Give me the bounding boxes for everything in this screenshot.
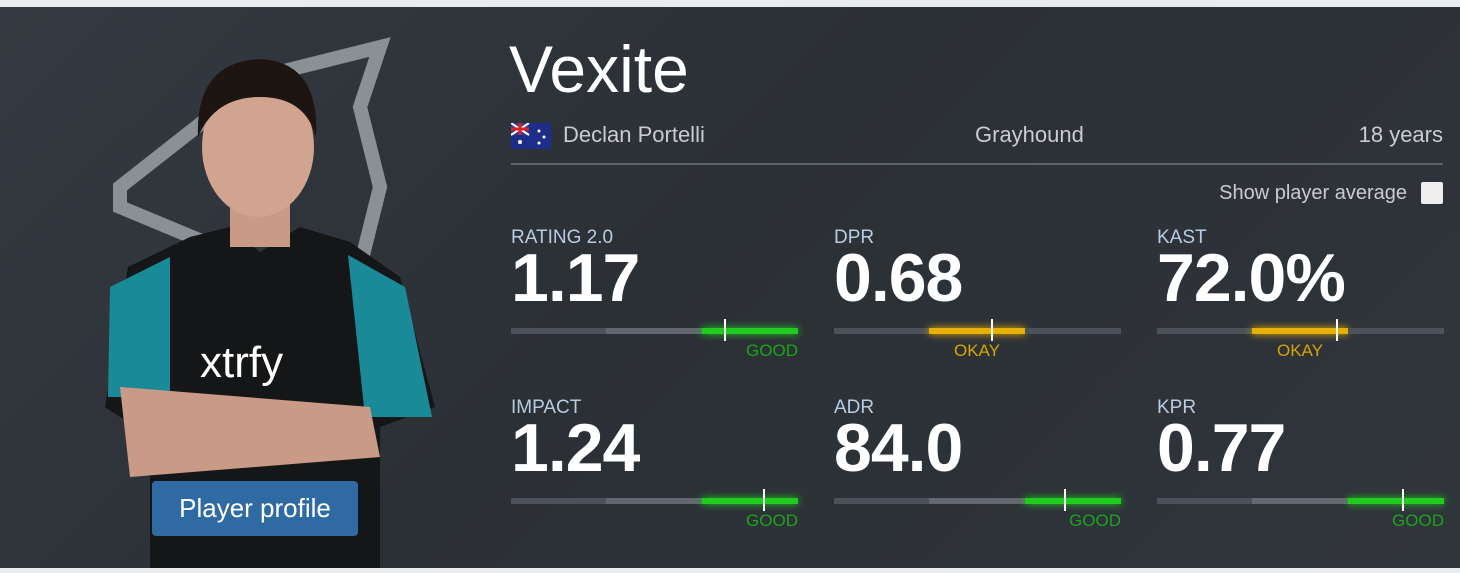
- stat-verdict: OKAY: [954, 341, 1000, 360]
- nickname: Vexite: [509, 32, 689, 106]
- stat-bar: [1157, 319, 1444, 341]
- player-panel: xtrfy Player profile Vexite Declan Porte…: [0, 7, 1460, 568]
- stat-label: DPR: [834, 227, 875, 248]
- sleeve: [348, 255, 432, 417]
- shirt-logo: xtrfy: [200, 338, 283, 387]
- stat: KAST 72.0% OKAY: [1157, 227, 1444, 377]
- stat-value: 1.24: [511, 410, 640, 486]
- stat: ADR 84.0 GOOD: [834, 397, 1121, 547]
- stat-bar: [511, 319, 798, 341]
- stat-verdict: GOOD: [1392, 511, 1444, 530]
- stat-bar: [834, 319, 1121, 341]
- separator: [511, 163, 1443, 165]
- flag: [511, 123, 551, 149]
- stat-value: 0.68: [834, 240, 963, 316]
- stat-label: ADR: [834, 397, 875, 418]
- stat: DPR 0.68 OKAY: [834, 227, 1121, 377]
- arms: [120, 387, 380, 477]
- face: [202, 77, 314, 217]
- stat-label: KAST: [1157, 227, 1207, 248]
- stat-value: 1.17: [511, 240, 640, 316]
- stat-label: IMPACT: [511, 397, 582, 418]
- stat-value: 84.0: [834, 410, 963, 486]
- team-logo: [113, 37, 391, 275]
- stat-verdict: GOOD: [1069, 511, 1121, 530]
- stat-bar: [834, 489, 1121, 511]
- stat-verdict: GOOD: [746, 511, 798, 530]
- stat-bar: [1157, 489, 1444, 511]
- hair: [197, 59, 317, 137]
- stat-value: 0.77: [1157, 410, 1286, 486]
- checkbox[interactable]: [1421, 182, 1443, 204]
- real-name: Declan Portelli: [563, 122, 705, 147]
- sleeve: [108, 257, 170, 397]
- stat-value: 72.0%: [1157, 240, 1346, 316]
- team: Grayhound: [975, 122, 1084, 147]
- stat: IMPACT 1.24 GOOD: [511, 397, 798, 547]
- toggle-label: Show player average: [1219, 182, 1407, 204]
- stat-verdict: OKAY: [1277, 341, 1323, 360]
- stat: KPR 0.77 GOOD: [1157, 397, 1444, 547]
- player-profile-button[interactable]: Player profile: [152, 481, 358, 536]
- age: 18 years: [1358, 122, 1443, 147]
- stat-bar: [511, 489, 798, 511]
- stat-label: KPR: [1157, 397, 1197, 418]
- stat: RATING 2.0 1.17 GOOD: [511, 227, 798, 377]
- stat-label: RATING 2.0: [511, 227, 614, 248]
- stat-verdict: GOOD: [746, 341, 798, 360]
